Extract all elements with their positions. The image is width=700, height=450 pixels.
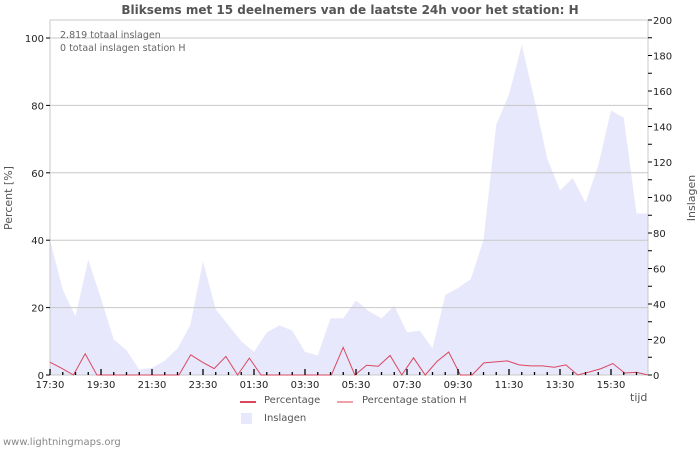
inslagen-area [50,44,648,375]
percentage-line [49,346,649,376]
legend-label-inslagen: Inslagen [264,413,307,424]
x-tick-label: 07:30 [393,380,422,391]
x-tick-label: 05:30 [342,380,371,391]
legend-label-percentage-station: Percentage station H [362,395,467,406]
x-tick-label: 13:30 [546,380,575,391]
station-strikes-note: 0 totaal inslagen station H [60,43,186,54]
legend-label-percentage: Percentage [264,395,321,406]
legend-swatch-percentage-station [337,401,353,403]
y-tick-label: 80 [31,101,44,112]
total-strikes-note: 2.819 totaal inslagen [60,30,161,41]
x-tick-label: 23:30 [189,380,218,391]
x-tick-label: 01:30 [240,380,269,391]
y2-tick-label: 80 [653,229,666,240]
legend-swatch-inslagen [241,413,252,424]
y2-tick-label: 160 [653,87,672,98]
y2-tick-label: 60 [653,265,666,276]
y-tick-label: 100 [25,34,44,45]
y2-tick-label: 200 [653,16,672,27]
y-axis-label: Percent [%] [2,166,15,230]
y-tick-label: 40 [31,236,44,247]
y-tick-label: 0 [38,371,44,382]
footer-credit: www.lightningmaps.org [3,437,121,448]
x-tick-label: 03:30 [291,380,320,391]
chart-title: Bliksems met 15 deelnemers van de laatst… [121,3,579,17]
x-tick-label: 19:30 [87,380,116,391]
x-tick-label: 17:30 [36,380,65,391]
y-tick-label: 60 [31,169,44,180]
x-tick-label: 21:30 [138,380,167,391]
y2-tick-label: 40 [653,300,666,311]
y2-tick-label: 20 [653,336,666,347]
x-axis-label: tijd [630,391,648,404]
x-tick-label: 15:30 [597,380,626,391]
y2-tick-label: 0 [653,371,659,382]
y2-tick-label: 180 [653,52,672,63]
y2-tick-label: 140 [653,123,672,134]
y2-axis-label: Inslagen [685,175,698,221]
x-tick-label: 09:30 [444,380,473,391]
legend-swatch-percentage [240,401,256,403]
y2-tick-label: 100 [653,194,672,205]
y-tick-label: 20 [31,304,44,315]
y2-tick-label: 120 [653,158,672,169]
x-tick-label: 11:30 [495,380,524,391]
